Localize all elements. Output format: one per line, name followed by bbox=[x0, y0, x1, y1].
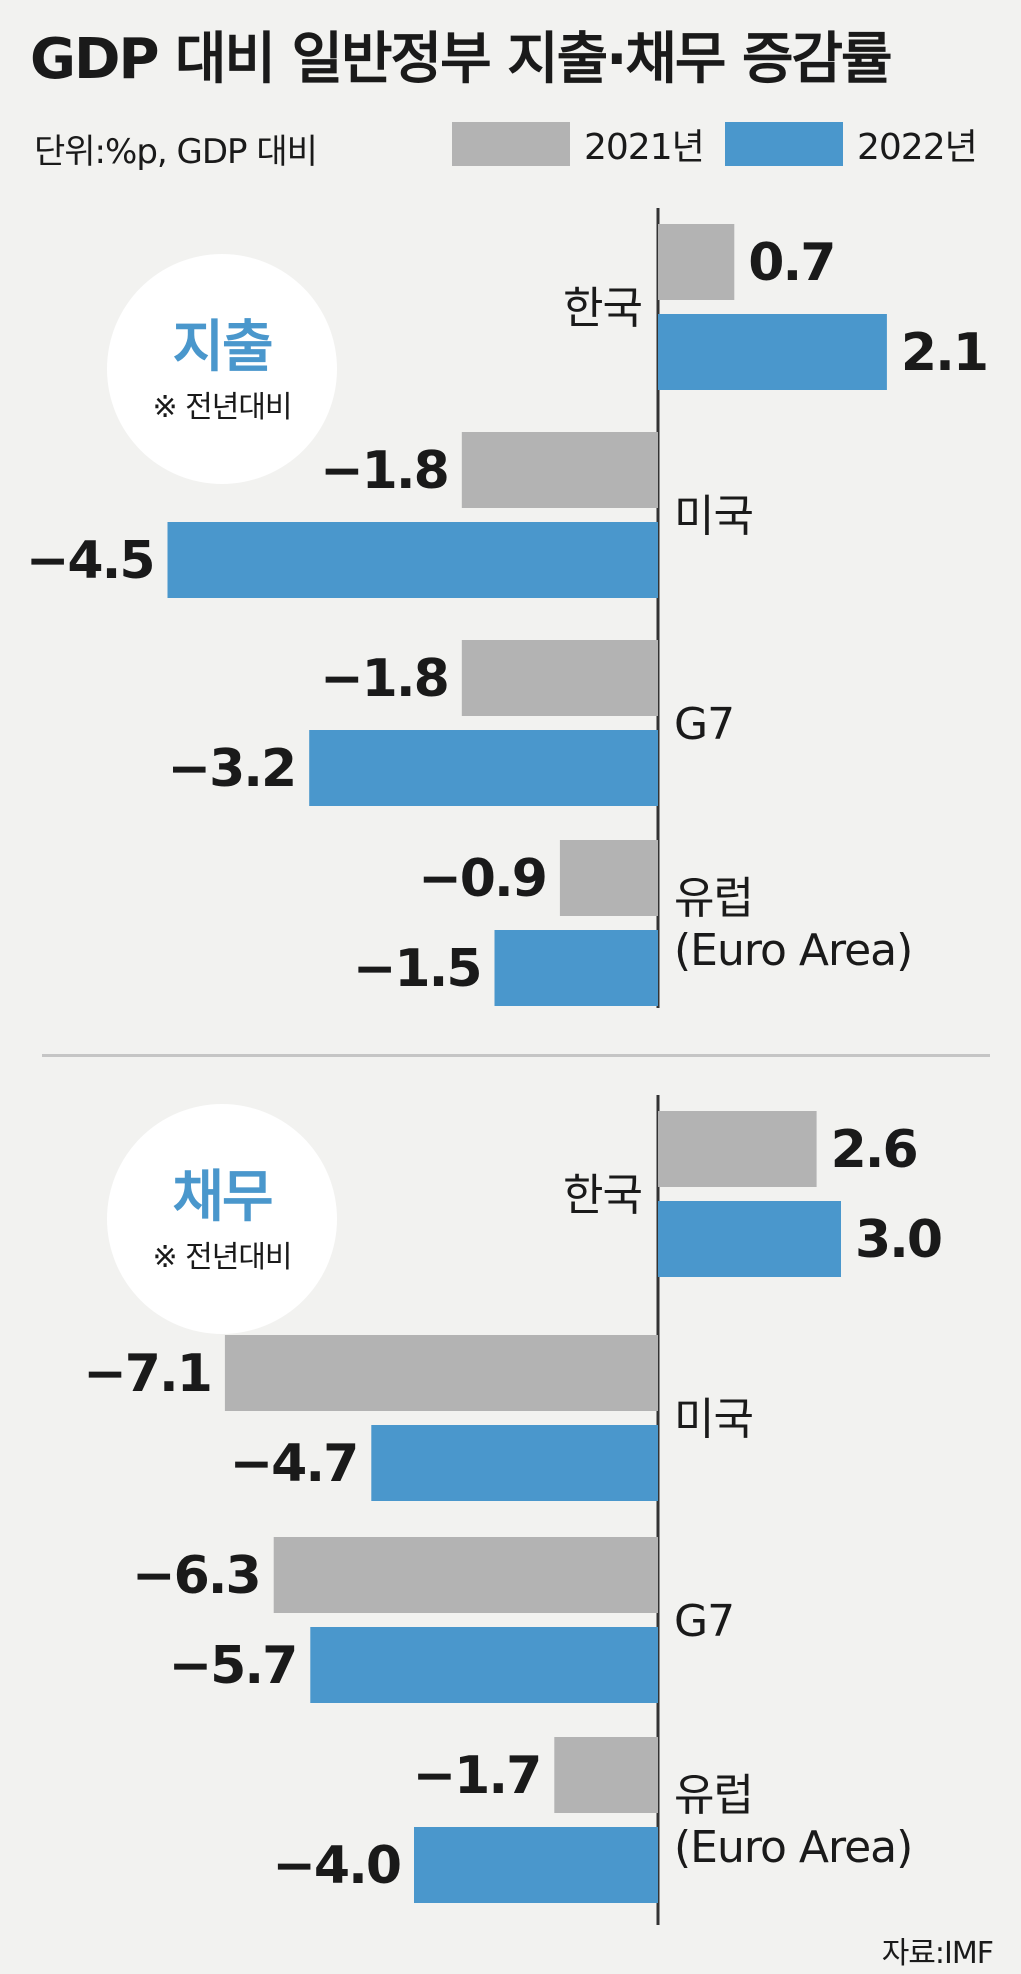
bar-2021년 bbox=[554, 1737, 658, 1813]
debt-chart: 한국 2.6 3.0 미국 −7.1 −4.7 G7 −6.3 −5.7 유럽(Euro Area… bbox=[83, 1095, 943, 1925]
data-label: −5.7 bbox=[169, 1636, 297, 1696]
bar-2021년 bbox=[273, 1537, 658, 1613]
data-label: −1.5 bbox=[353, 939, 481, 999]
data-label: −4.5 bbox=[26, 531, 154, 591]
debt-badge: 채무 ※ 전년대비 bbox=[107, 1104, 337, 1334]
data-label: −4.0 bbox=[272, 1836, 400, 1896]
bar-2022년 bbox=[658, 1201, 841, 1277]
data-label: −3.2 bbox=[168, 739, 296, 799]
bar-2021년 bbox=[224, 1335, 658, 1411]
category-label: (Euro Area) bbox=[674, 925, 912, 976]
category-label: 미국 bbox=[674, 491, 753, 542]
bar-2021년 bbox=[461, 640, 658, 716]
source-note: 자료:IMF bbox=[881, 1936, 994, 1971]
data-label: −4.7 bbox=[230, 1434, 358, 1494]
bar-2022년 bbox=[414, 1827, 658, 1903]
bar-2022년 bbox=[371, 1425, 658, 1501]
bar-2022년 bbox=[309, 730, 658, 806]
bar-2022년 bbox=[494, 930, 658, 1006]
data-label: −0.9 bbox=[418, 849, 546, 909]
category-label: (Euro Area) bbox=[674, 1822, 912, 1873]
spending-badge-title: 지출 bbox=[172, 315, 273, 380]
legend-label-2021: 2021년 bbox=[584, 127, 705, 168]
legend-swatch-2021 bbox=[452, 122, 570, 166]
bar-2021년 bbox=[658, 224, 735, 300]
data-label: −7.1 bbox=[83, 1344, 211, 1404]
category-label: 미국 bbox=[674, 1394, 753, 1445]
category-label: 유럽 bbox=[674, 873, 753, 924]
data-label: 3.0 bbox=[855, 1210, 941, 1270]
data-label: 0.7 bbox=[748, 233, 834, 293]
legend-item-2022: 2022년 bbox=[725, 122, 978, 168]
section-divider bbox=[42, 1054, 990, 1057]
data-label: 2.1 bbox=[901, 323, 987, 383]
legend-swatch-2022 bbox=[725, 122, 843, 166]
debt-badge-subtitle: ※ 전년대비 bbox=[152, 1240, 292, 1275]
spending-badge: 지출 ※ 전년대비 bbox=[107, 254, 337, 484]
debt-badge-title: 채무 bbox=[172, 1165, 273, 1230]
category-label: G7 bbox=[674, 699, 734, 750]
spending-badge-subtitle: ※ 전년대비 bbox=[152, 390, 292, 425]
bar-2021년 bbox=[658, 1111, 817, 1187]
data-label: −1.8 bbox=[320, 649, 448, 709]
bar-2021년 bbox=[559, 840, 658, 916]
legend-label-2022: 2022년 bbox=[857, 127, 978, 168]
bar-2022년 bbox=[310, 1627, 658, 1703]
data-label: −1.7 bbox=[413, 1746, 541, 1806]
category-label: 유럽 bbox=[674, 1770, 753, 1821]
spending-chart: 한국 0.7 2.1 미국 −1.8 −4.5 G7 −1.8 −3.2 유럽(Euro Area… bbox=[26, 208, 989, 1008]
legend-item-2021: 2021년 bbox=[452, 122, 705, 168]
data-label: −1.8 bbox=[320, 441, 448, 501]
chart-title: GDP 대비 일반정부 지출·채무 증감률 bbox=[30, 27, 893, 92]
bar-2021년 bbox=[461, 432, 658, 508]
unit-note: 단위:%p, GDP 대비 bbox=[34, 132, 318, 172]
category-label: 한국 bbox=[563, 1170, 642, 1221]
category-label: G7 bbox=[674, 1596, 734, 1647]
data-label: −6.3 bbox=[132, 1546, 260, 1606]
category-label: 한국 bbox=[563, 283, 642, 334]
data-label: 2.6 bbox=[831, 1120, 917, 1180]
bar-2022년 bbox=[658, 314, 887, 390]
bar-2022년 bbox=[167, 522, 658, 598]
